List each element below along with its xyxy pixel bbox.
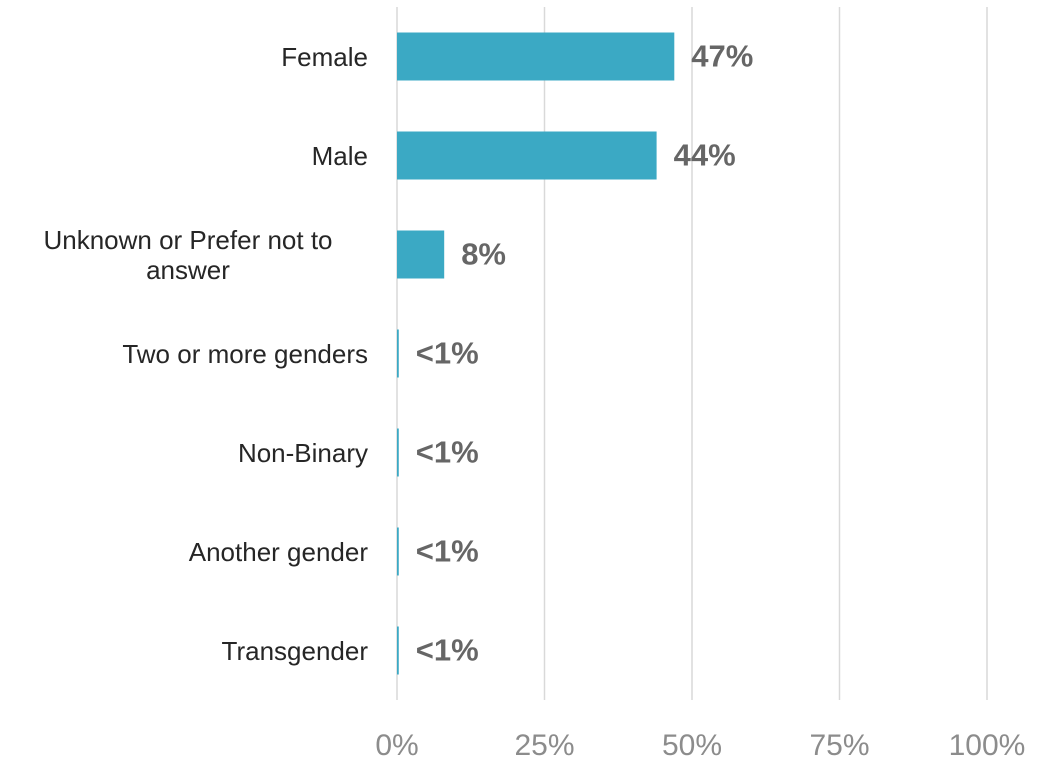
bar xyxy=(397,626,399,675)
data-label: 47% xyxy=(691,39,753,74)
data-label: <1% xyxy=(416,633,479,668)
bar xyxy=(397,131,657,180)
data-label: 8% xyxy=(461,237,506,272)
category-label: Male xyxy=(311,140,368,171)
category-label: Transgender xyxy=(221,635,368,666)
x-tick-label: 25% xyxy=(514,729,574,762)
category-label: Female xyxy=(281,41,368,72)
x-tick-label: 100% xyxy=(949,729,1026,762)
category-label: Non-Binary xyxy=(237,437,368,468)
x-tick-label: 50% xyxy=(662,729,722,762)
bar xyxy=(397,32,675,81)
bar xyxy=(397,527,399,576)
data-label: <1% xyxy=(416,435,479,470)
data-label: 44% xyxy=(674,138,736,173)
category-label: Two or more genders xyxy=(122,338,368,369)
x-tick-label: 0% xyxy=(375,729,418,762)
data-label: <1% xyxy=(416,534,479,569)
category-label: Unknown or Prefer not to answer xyxy=(43,224,333,285)
bar xyxy=(397,230,445,279)
x-tick-label: 75% xyxy=(809,729,869,762)
bar xyxy=(397,428,399,477)
data-label: <1% xyxy=(416,336,479,371)
bar xyxy=(397,329,399,378)
category-label: Another gender xyxy=(188,536,368,567)
